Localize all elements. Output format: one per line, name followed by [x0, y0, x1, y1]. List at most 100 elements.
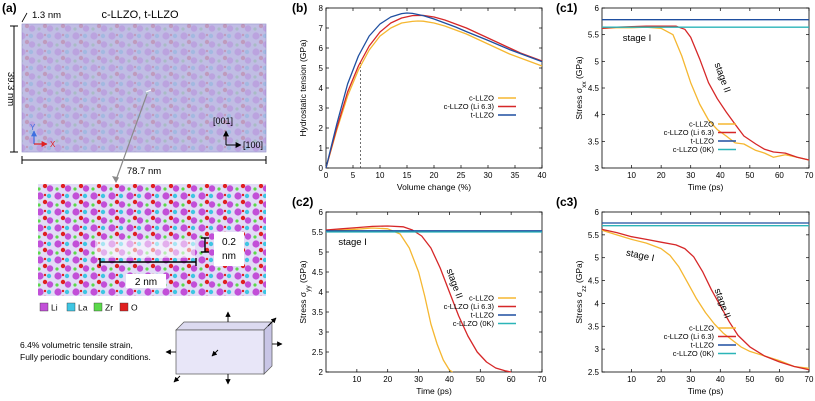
panel-a-label: (a): [2, 1, 17, 15]
y-tick-label: 6: [595, 4, 600, 13]
legend-entry-label: c-LLZO: [469, 94, 494, 103]
legend-la-swatch: [66, 302, 76, 312]
y-axis-label: Stress σxx (GPa): [574, 56, 588, 119]
series-line-c-llzo-li-6-3-: [601, 228, 810, 371]
dir-001-label: [001]: [213, 116, 233, 126]
x-axis-label: Time (ps): [688, 182, 724, 192]
y-tick-label: 5: [319, 248, 324, 257]
y-tick-label: 6: [319, 44, 324, 53]
annotation-0: stage I: [625, 248, 655, 265]
x-tick-label: 70: [805, 171, 814, 180]
y-axis-letter: Y: [30, 123, 36, 132]
legend-entry-label: c-LLZO (Li 6.3): [444, 302, 495, 311]
series-line-c-llzo: [325, 227, 453, 373]
y-tick-label: 3: [319, 104, 324, 113]
x-tick-label: 20: [657, 375, 666, 384]
y-tick-label: 5.5: [588, 31, 600, 40]
x-tick-label: 5: [351, 171, 356, 180]
legend-entry-label: c-LLZO (0K): [673, 145, 715, 154]
x-tick-label: 20: [657, 171, 666, 180]
x-tick-label: 30: [686, 171, 695, 180]
series-line-t-llzo: [325, 12, 543, 169]
x-tick-label: 10: [376, 171, 385, 180]
x-tick-label: 10: [627, 171, 636, 180]
y-tick-label: 4.5: [588, 84, 600, 93]
y-tick-label: 2: [319, 368, 324, 377]
x-tick-label: 60: [775, 375, 784, 384]
y-axis-label: Hydrostatic tension (GPa): [298, 39, 308, 136]
y-tick-label: 1: [319, 144, 324, 153]
x-tick-label: 40: [716, 375, 725, 384]
legend-entry-label: c-LLZO (0K): [453, 319, 495, 328]
y-tick-label: 4.5: [588, 277, 600, 286]
legend-zr-swatch: [93, 302, 103, 312]
x-tick-label: 15: [403, 171, 412, 180]
x-tick-label: 40: [445, 375, 454, 384]
gap-label-unit: nm: [222, 251, 236, 262]
panel-label-c2: (c2): [292, 195, 313, 209]
y-tick-label: 3.5: [588, 322, 600, 331]
thickness-marker: [21, 12, 28, 23]
y-tick-label: 4: [319, 288, 324, 297]
x-tick-label: 50: [745, 171, 754, 180]
legend-li-label: Li: [51, 303, 58, 313]
series-line-c-llzo-li-6-3-: [325, 14, 543, 169]
x-tick-label: 40: [538, 171, 547, 180]
legend-entry-label: c-LLZO (Li 6.3): [664, 128, 715, 137]
x-tick-label: 50: [745, 375, 754, 384]
plot-frame-b: [325, 7, 543, 169]
x-tick-label: 60: [507, 375, 516, 384]
y-axis-label: Stress σzz (GPa): [574, 260, 588, 323]
length-label: 2 nm: [135, 277, 157, 288]
series-line-c-llzo-li-6-3-: [601, 25, 810, 161]
panel-a: (a) c-LLZO, t-LLZO 1.3 nm 39.3 nm 78.7 n…: [2, 1, 283, 385]
x-tick-label: 10: [627, 375, 636, 384]
x-axis-letter: X: [50, 140, 56, 149]
y-tick-label: 8: [319, 4, 324, 13]
y-tick-label: 6: [319, 208, 324, 217]
y-tick-label: 5: [319, 64, 324, 73]
x-axis-label: Volume change (%): [397, 182, 471, 192]
y-tick-label: 7: [319, 24, 324, 33]
legend-entry-label: t-LLZO: [471, 311, 495, 320]
gap-label-value: 0.2: [222, 237, 236, 248]
legend-zr-label: Zr: [105, 303, 113, 313]
legend-entry-label: c-LLZO (Li 6.3): [444, 102, 495, 111]
series-line-c-llzo-li-6-3-: [325, 225, 512, 373]
x-tick-label: 40: [716, 171, 725, 180]
y-axis-label: Stress σyy (GPa): [298, 260, 312, 323]
x-tick-label: 30: [484, 171, 493, 180]
y-tick-label: 3: [595, 345, 600, 354]
y-tick-label: 4: [595, 111, 600, 120]
x-axis-label: Time (ps): [416, 386, 452, 396]
x-tick-label: 70: [805, 375, 814, 384]
height-label: 39.3 nm: [5, 72, 16, 106]
x-tick-label: 30: [414, 375, 423, 384]
dir-100-label: [100]: [243, 140, 263, 150]
x-tick-label: 0: [324, 171, 329, 180]
legend-entry-label: c-LLZO: [689, 120, 714, 129]
legend-o-label: O: [131, 303, 138, 313]
legend-entry-label: t-LLZO: [691, 137, 715, 146]
series-line-c-llzo: [325, 20, 543, 169]
element-legend: Li La Zr O: [39, 302, 138, 313]
legend-la-label: La: [78, 303, 88, 313]
llzo-slab-texture: [22, 24, 266, 152]
legend-li-swatch: [39, 302, 49, 312]
x-tick-label: 20: [430, 171, 439, 180]
legend-entry-label: c-LLZO: [469, 294, 494, 303]
y-tick-label: 2.5: [312, 348, 324, 357]
annotation-0: stage I: [623, 33, 652, 44]
x-tick-label: 60: [775, 171, 784, 180]
legend-entry-label: c-LLZO: [689, 324, 714, 333]
panel-label-c3: (c3): [556, 195, 577, 209]
x-tick-label: 30: [686, 375, 695, 384]
x-tick-label: 10: [352, 375, 361, 384]
x-tick-label: 25: [457, 171, 466, 180]
panel-b-chart: (b) 0 5 10 15 20 25 30 35 40 0 1 2 3 4 5 6 7 8 Volume chang…: [292, 1, 547, 192]
y-tick-label: 3: [319, 328, 324, 337]
y-tick-label: 4.5: [312, 268, 324, 277]
